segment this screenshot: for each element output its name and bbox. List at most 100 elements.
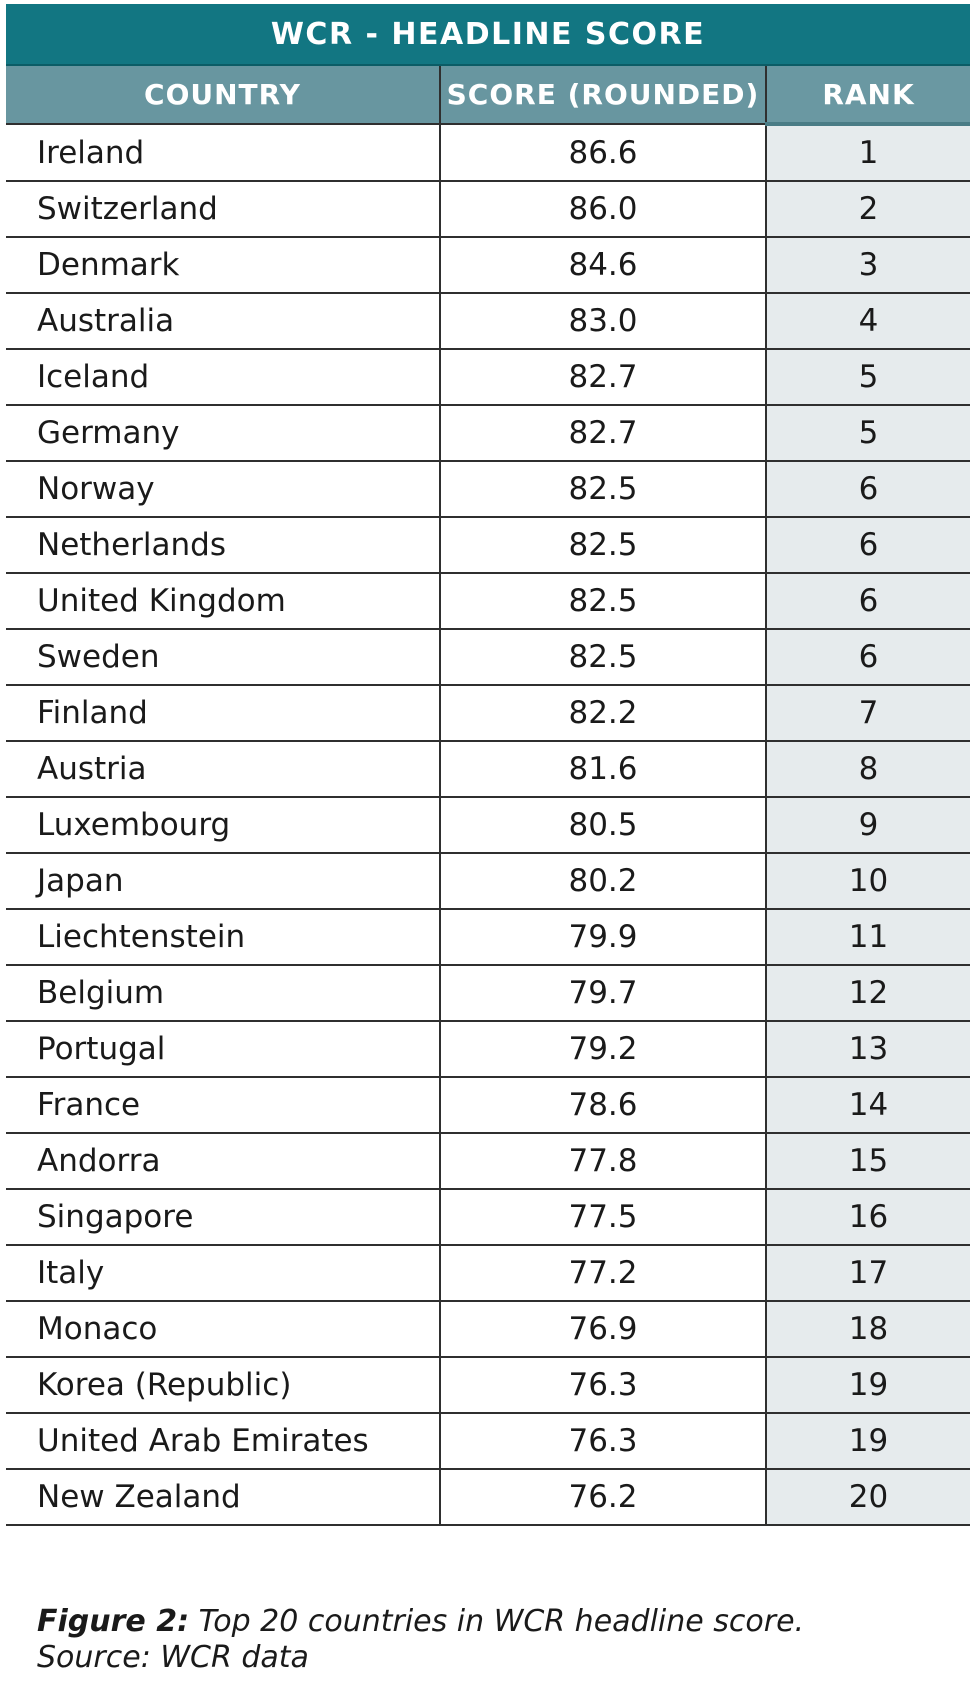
table-header-row: COUNTRY SCORE (ROUNDED) RANK (6, 65, 971, 126)
table-row: Portugal 79.2 13 (6, 1021, 971, 1078)
score-cell: 77.5 (440, 1189, 767, 1246)
wcr-headline-score-table: WCR - HEADLINE SCORE COUNTRY SCORE (ROUN… (6, 4, 971, 1526)
rank-cell: 8 (766, 741, 971, 798)
score-cell: 80.2 (440, 853, 767, 910)
rank-cell: 6 (766, 517, 971, 574)
rank-cell: 4 (766, 293, 971, 350)
rank-cell: 7 (766, 685, 971, 742)
score-cell: 79.9 (440, 909, 767, 966)
score-cell: 78.6 (440, 1077, 767, 1134)
score-cell: 76.2 (440, 1469, 767, 1526)
rank-cell: 15 (766, 1133, 971, 1190)
score-cell: 82.5 (440, 461, 767, 518)
score-cell: 83.0 (440, 293, 767, 350)
table-row: Andorra 77.8 15 (6, 1133, 971, 1190)
country-cell: Italy (6, 1245, 441, 1302)
table-row: France 78.6 14 (6, 1077, 971, 1134)
country-cell: Belgium (6, 965, 441, 1022)
rank-cell: 18 (766, 1301, 971, 1358)
rank-cell: 19 (766, 1357, 971, 1414)
table-row: Liechtenstein 79.9 11 (6, 909, 971, 966)
table-row: Italy 77.2 17 (6, 1245, 971, 1302)
table-body: Ireland 86.6 1 Switzerland 86.0 2 Denmark 84.6 3… (6, 124, 971, 1526)
rank-cell: 19 (766, 1413, 971, 1470)
table-row: Belgium 79.7 12 (6, 965, 971, 1022)
table-row: Germany 82.7 5 (6, 405, 971, 462)
score-cell: 86.6 (440, 124, 767, 182)
score-cell: 84.6 (440, 237, 767, 294)
country-cell: Denmark (6, 237, 441, 294)
caption-source: Source: WCR data (37, 1640, 309, 1675)
table-row: New Zealand 76.2 20 (6, 1469, 971, 1526)
country-cell: Portugal (6, 1021, 441, 1078)
figure-label: Figure 2: (37, 1604, 190, 1639)
rank-cell: 16 (766, 1189, 971, 1246)
header-country: COUNTRY (6, 65, 441, 125)
rank-cell: 6 (766, 461, 971, 518)
table-row: Switzerland 86.0 2 (6, 181, 971, 238)
score-cell: 79.7 (440, 965, 767, 1022)
country-cell: Sweden (6, 629, 441, 686)
country-cell: Switzerland (6, 181, 441, 238)
country-cell: United Arab Emirates (6, 1413, 441, 1470)
rank-cell: 5 (766, 405, 971, 462)
country-cell: Liechtenstein (6, 909, 441, 966)
country-cell: Norway (6, 461, 441, 518)
score-cell: 76.3 (440, 1357, 767, 1414)
country-cell: Ireland (6, 124, 441, 182)
table-row: Norway 82.5 6 (6, 461, 971, 518)
country-cell: Singapore (6, 1189, 441, 1246)
score-cell: 82.7 (440, 349, 767, 406)
rank-cell: 13 (766, 1021, 971, 1078)
header-score: SCORE (ROUNDED) (440, 65, 767, 125)
country-cell: New Zealand (6, 1469, 441, 1526)
table-title-row: WCR - HEADLINE SCORE (6, 4, 971, 66)
table-row: Finland 82.2 7 (6, 685, 971, 742)
table-row: Austria 81.6 8 (6, 741, 971, 798)
rank-cell: 1 (766, 124, 971, 182)
score-cell: 81.6 (440, 741, 767, 798)
country-cell: Andorra (6, 1133, 441, 1190)
country-cell: Korea (Republic) (6, 1357, 441, 1414)
header-rank: RANK (766, 65, 971, 126)
rank-cell: 5 (766, 349, 971, 406)
score-cell: 82.7 (440, 405, 767, 462)
caption-text: Top 20 countries in WCR headline score. (189, 1604, 805, 1639)
rank-cell: 9 (766, 797, 971, 854)
country-cell: Japan (6, 853, 441, 910)
rank-cell: 17 (766, 1245, 971, 1302)
table-row: Netherlands 82.5 6 (6, 517, 971, 574)
table-row: Japan 80.2 10 (6, 853, 971, 910)
rank-cell: 20 (766, 1469, 971, 1526)
country-cell: Luxembourg (6, 797, 441, 854)
table-row: Luxembourg 80.5 9 (6, 797, 971, 854)
table-title: WCR - HEADLINE SCORE (6, 4, 971, 66)
rank-cell: 3 (766, 237, 971, 294)
score-cell: 82.5 (440, 517, 767, 574)
country-cell: Germany (6, 405, 441, 462)
country-cell: Netherlands (6, 517, 441, 574)
table-row: Iceland 82.7 5 (6, 349, 971, 406)
table-row: Denmark 84.6 3 (6, 237, 971, 294)
table-row: Singapore 77.5 16 (6, 1189, 971, 1246)
rank-cell: 2 (766, 181, 971, 238)
score-cell: 77.2 (440, 1245, 767, 1302)
table-row: Korea (Republic) 76.3 19 (6, 1357, 971, 1414)
table-row: Ireland 86.6 1 (6, 124, 971, 182)
country-cell: France (6, 1077, 441, 1134)
score-cell: 86.0 (440, 181, 767, 238)
country-cell: Iceland (6, 349, 441, 406)
score-cell: 82.2 (440, 685, 767, 742)
score-cell: 82.5 (440, 629, 767, 686)
country-cell: Austria (6, 741, 441, 798)
country-cell: Finland (6, 685, 441, 742)
country-cell: Australia (6, 293, 441, 350)
score-cell: 80.5 (440, 797, 767, 854)
figure-caption: Figure 2: Top 20 countries in WCR headli… (37, 1604, 937, 1676)
table-row: Australia 83.0 4 (6, 293, 971, 350)
country-cell: United Kingdom (6, 573, 441, 630)
score-cell: 76.3 (440, 1413, 767, 1470)
score-cell: 79.2 (440, 1021, 767, 1078)
table-row: Sweden 82.5 6 (6, 629, 971, 686)
rank-cell: 14 (766, 1077, 971, 1134)
